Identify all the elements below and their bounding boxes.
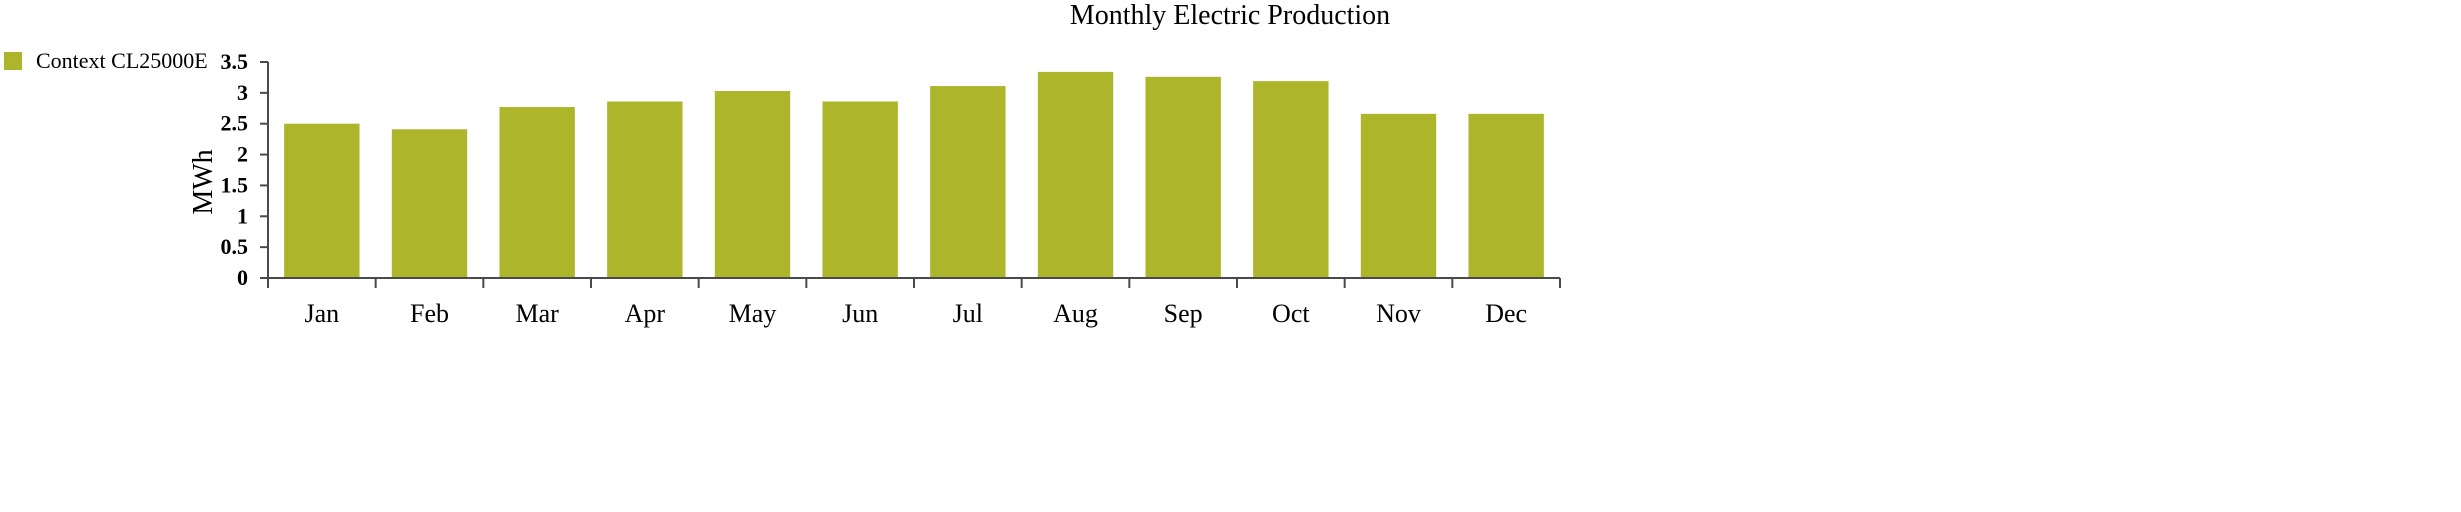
y-tick-label: 2.5 <box>221 111 249 136</box>
x-tick-label-dec: Dec <box>1485 299 1527 328</box>
plot-area: 0 0.5 1 1.5 2 2.5 3 3.5 Jan Feb Mar Apr May Jun Jul Aug… <box>221 49 1561 328</box>
x-tick-label-may: May <box>729 299 777 328</box>
y-tick-label: 1 <box>237 203 248 228</box>
x-tick-label-aug: Aug <box>1053 299 1098 328</box>
x-tick-label-jan: Jan <box>304 299 339 328</box>
bar-dec <box>1468 113 1544 278</box>
x-tick-label-apr: Apr <box>625 299 666 328</box>
x-tick-label-jul: Jul <box>953 299 983 328</box>
y-axis-label: MWh <box>188 149 219 214</box>
y-tick-label: 0 <box>237 265 248 290</box>
bar-jan <box>284 123 360 279</box>
x-tick-label-mar: Mar <box>516 299 560 328</box>
bar-jun <box>822 101 898 278</box>
y-tick-label: 1.5 <box>221 172 249 197</box>
x-tick-label-nov: Nov <box>1376 299 1421 328</box>
x-tick-label-sep: Sep <box>1164 299 1203 328</box>
x-tick-label-jun: Jun <box>842 299 878 328</box>
legend-label: Context CL25000E <box>36 48 208 73</box>
chart-title: Monthly Electric Production <box>1070 0 1390 31</box>
bar-may <box>714 91 791 278</box>
bar-nov <box>1360 113 1437 278</box>
y-tick-label: 0.5 <box>221 234 249 259</box>
bar-sep <box>1145 76 1221 278</box>
y-tick-label: 3 <box>237 80 248 105</box>
bar-oct <box>1253 81 1329 278</box>
x-tick-label-oct: Oct <box>1272 299 1310 328</box>
bar-feb <box>391 129 468 278</box>
bar-jul <box>930 86 1006 278</box>
y-tick-label: 3.5 <box>221 49 249 74</box>
bar-mar <box>499 107 575 278</box>
legend: Context CL25000E <box>4 48 208 73</box>
x-tick-label-feb: Feb <box>410 299 449 328</box>
bar-aug <box>1037 71 1114 279</box>
bar-apr <box>607 101 683 278</box>
legend-swatch <box>4 52 22 70</box>
y-tick-label: 2 <box>237 142 248 167</box>
